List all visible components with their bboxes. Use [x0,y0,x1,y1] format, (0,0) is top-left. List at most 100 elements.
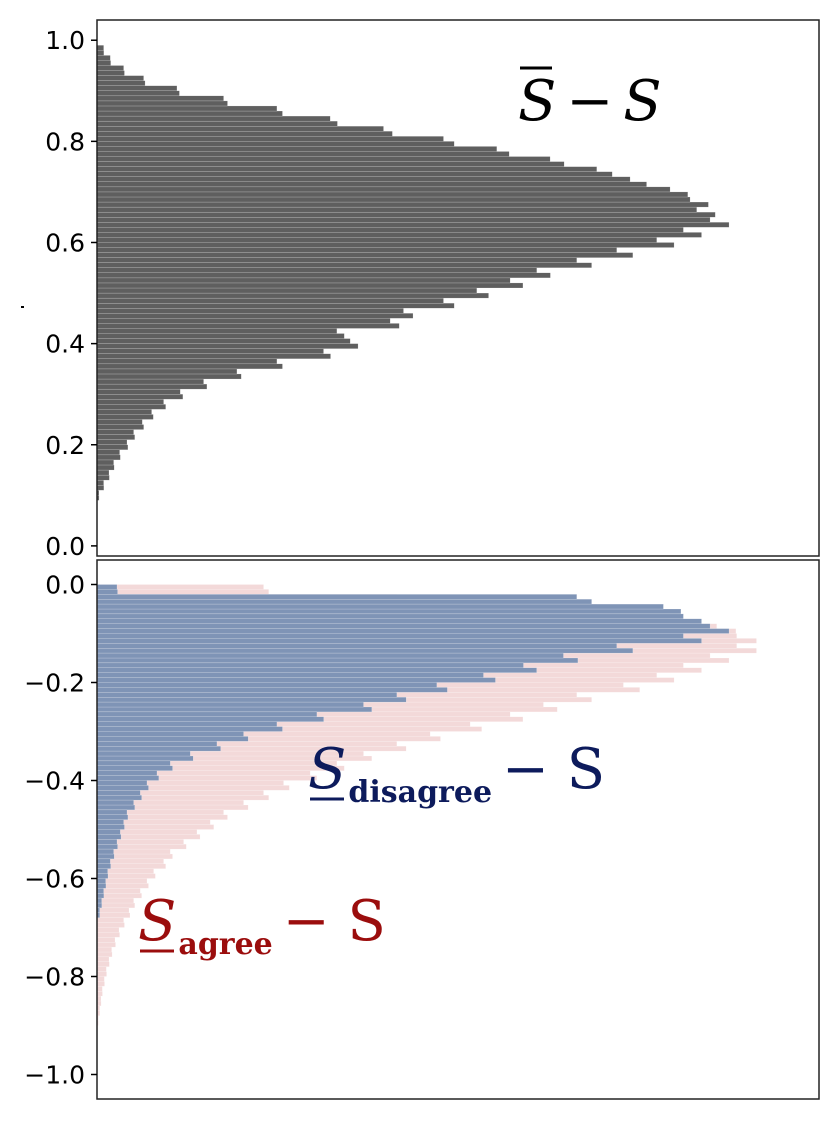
histogram-bar [96,191,688,198]
histogram-bar [96,726,283,732]
histogram-bar [96,313,414,319]
histogram-bar [96,50,105,56]
histogram-bar [96,222,730,228]
histogram-bar [96,853,115,860]
histogram-bar [96,302,455,309]
histogram-bar [96,232,702,238]
histogram-bar [96,267,537,274]
histogram-bar [96,469,110,476]
y-tick-label: −0.6 [24,865,85,894]
histogram-bar [96,961,110,967]
histogram-bar [96,912,131,918]
disagree-series-label: Sdisagree − S [308,737,605,810]
histogram-bar [96,131,393,137]
histogram-bar [96,755,194,762]
histogram-bar [96,687,448,693]
top-annotation: S − S [518,69,662,134]
histogram-bar [96,126,384,132]
histogram-bar [96,589,118,595]
histogram-bar [96,196,691,203]
histogram-bar [96,399,164,405]
histogram-bar [96,775,160,781]
histogram-bar [96,599,592,605]
top-plot-frame [96,19,820,557]
histogram-bar [96,105,278,112]
agree-label-subscript: agree [178,927,272,962]
histogram-bar [96,176,631,182]
histogram-bar [96,888,104,894]
histogram-bar [96,618,702,624]
y-tick-label: 0.6 [45,228,85,257]
histogram-bar [96,893,105,899]
histogram-bar [96,966,107,972]
histogram-bar [96,932,120,938]
histogram-bar [96,878,106,884]
histogram-bar [96,65,124,71]
histogram-bar [96,353,331,359]
y-tick-label: −0.4 [24,767,85,796]
histogram-bar [96,682,438,688]
histogram-bar [96,765,173,771]
axis-mark [21,306,24,308]
histogram-bar [96,736,249,742]
histogram-bar [96,652,564,659]
histogram-bar [96,706,372,713]
histogram-bar [96,287,478,294]
histogram-bar [96,594,577,600]
histogram-bar [96,378,204,385]
disagree-label-subscript: disagree [348,775,492,810]
histogram-bar [96,697,407,703]
y-tick-label: 0.8 [45,127,85,156]
histogram-bar [96,927,120,933]
histogram-bar [96,479,104,486]
histogram-bar [96,323,400,329]
histogram-bar [96,419,143,425]
histogram-bar [96,242,675,248]
histogram-bar [96,85,178,91]
histogram-bar [96,156,551,162]
histogram-bar [96,247,617,253]
disagree-label-main: S [308,737,346,802]
histogram-bar [96,181,647,188]
histogram-bar [96,809,128,815]
histogram-bar [96,257,577,263]
histogram-bar [96,383,208,390]
histogram-bar [96,449,120,456]
histogram-bar [96,883,107,889]
histogram-bar [96,60,111,66]
histogram-bar [96,272,551,279]
histogram-bar [96,672,484,678]
histogram-bar [96,589,269,595]
histogram-bar [96,444,129,450]
top-y-axis: 0.0 0.2 0.4 0.6 0.8 1.0 [45,26,97,561]
histogram-bar [96,971,107,977]
histogram-bar [96,368,238,375]
histogram-bar [96,166,597,172]
histogram-bar [96,785,149,791]
histogram-bar [96,770,158,776]
histogram-bar [96,161,565,167]
histogram-bar [96,115,331,122]
bottom-y-axis: 0.0 −0.2 −0.4 −0.6 −0.8 −1.0 [24,571,97,1090]
histogram-bar [96,613,684,619]
histogram-bar [96,206,697,213]
histogram-bar [96,692,398,698]
histogram-bar [96,804,135,811]
histogram-bar [96,454,121,461]
histogram-bar [96,819,124,825]
histogram-bar [96,946,112,953]
histogram-bar [96,292,489,299]
histogram-bar [96,227,684,233]
histogram-bar [96,409,152,415]
top-panel: 0.0 0.2 0.4 0.6 0.8 1.0 S − S [45,19,820,561]
histogram-bar [96,464,115,471]
histogram-bar [96,237,657,243]
y-tick-label: 0.4 [45,330,85,359]
histogram-bar [96,814,129,820]
histogram-bar [96,667,537,673]
bottom-disagree-bars [96,584,730,918]
histogram-bar [96,657,579,664]
histogram-bar [96,277,511,284]
histogram-bar [96,363,283,370]
histogram-bar [96,211,716,218]
